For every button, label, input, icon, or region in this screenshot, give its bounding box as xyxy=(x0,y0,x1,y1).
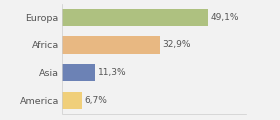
Bar xyxy=(62,9,208,26)
Text: 6,7%: 6,7% xyxy=(85,96,108,105)
Text: 49,1%: 49,1% xyxy=(211,13,239,22)
Text: 11,3%: 11,3% xyxy=(98,68,127,77)
Bar xyxy=(62,92,81,109)
Bar xyxy=(62,64,95,81)
Bar xyxy=(62,36,160,54)
Text: 32,9%: 32,9% xyxy=(163,40,191,49)
